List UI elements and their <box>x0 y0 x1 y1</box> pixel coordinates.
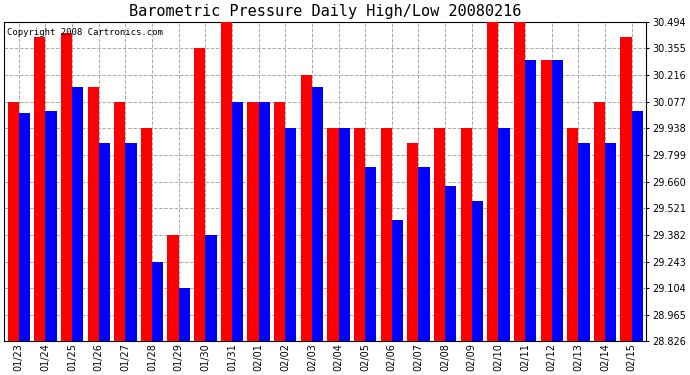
Bar <box>434 128 445 342</box>
Bar <box>221 22 232 342</box>
Bar <box>339 128 350 342</box>
Bar <box>620 37 631 342</box>
Bar <box>487 22 498 342</box>
Bar <box>19 113 30 342</box>
Bar <box>99 143 110 342</box>
Bar <box>115 102 126 342</box>
Bar <box>407 143 418 342</box>
Bar <box>418 166 430 342</box>
Bar <box>540 60 552 342</box>
Bar <box>232 102 243 342</box>
Bar <box>365 166 376 342</box>
Bar <box>34 37 46 342</box>
Bar <box>460 128 472 342</box>
Bar <box>498 128 510 342</box>
Bar <box>578 143 589 342</box>
Bar <box>88 87 99 342</box>
Title: Barometric Pressure Daily High/Low 20080216: Barometric Pressure Daily High/Low 20080… <box>129 4 522 19</box>
Bar <box>259 102 270 342</box>
Bar <box>594 102 605 342</box>
Bar <box>567 128 578 342</box>
Bar <box>552 60 563 342</box>
Bar <box>274 102 285 342</box>
Bar <box>354 128 365 342</box>
Bar <box>312 87 323 342</box>
Bar <box>168 235 179 342</box>
Bar <box>285 128 297 342</box>
Text: Copyright 2008 Cartronics.com: Copyright 2008 Cartronics.com <box>8 28 164 37</box>
Bar <box>141 128 152 342</box>
Bar <box>194 48 206 342</box>
Bar <box>126 143 137 342</box>
Bar <box>392 220 403 342</box>
Bar <box>445 186 456 342</box>
Bar <box>327 128 339 342</box>
Bar <box>381 128 392 342</box>
Bar <box>301 75 312 342</box>
Bar <box>8 102 19 342</box>
Bar <box>525 60 536 342</box>
Bar <box>179 288 190 342</box>
Bar <box>206 235 217 342</box>
Bar <box>46 111 57 342</box>
Bar <box>72 87 83 342</box>
Bar <box>472 201 483 342</box>
Bar <box>152 261 164 342</box>
Bar <box>248 102 259 342</box>
Bar <box>61 33 72 342</box>
Bar <box>631 111 643 342</box>
Bar <box>605 143 616 342</box>
Bar <box>514 22 525 342</box>
